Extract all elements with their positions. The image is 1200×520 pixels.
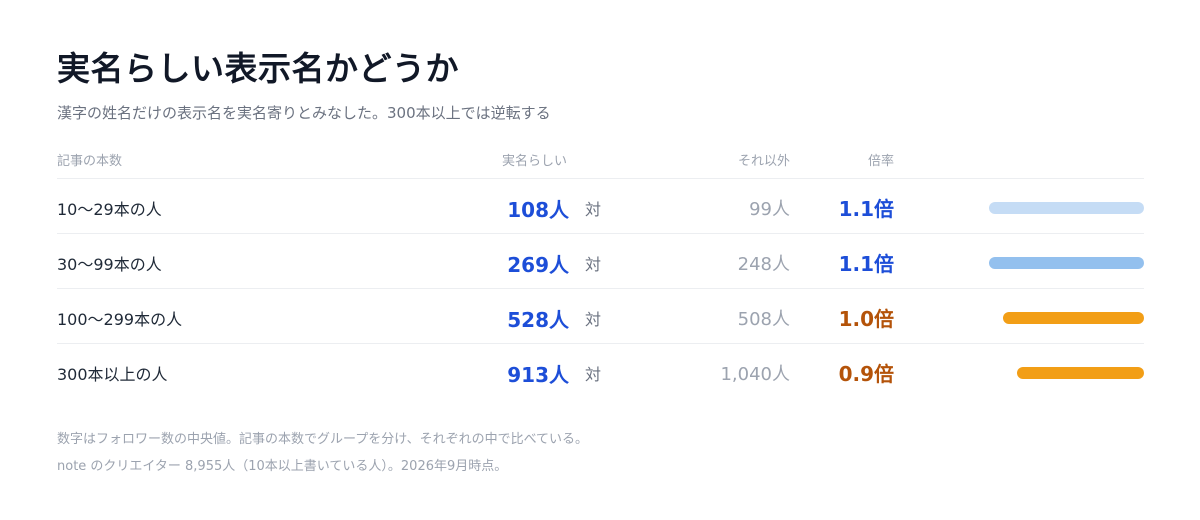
row-divider xyxy=(57,288,1144,289)
table-row: 300本以上の人 913人対 1,040人 0.9倍 xyxy=(0,344,1200,399)
table-row: 30〜99本の人 269人対 248人 1.1倍 xyxy=(0,234,1200,289)
ratio-value: 0.9倍 xyxy=(838,362,894,386)
ratio-bar xyxy=(1003,312,1144,324)
header-other: それ以外 xyxy=(737,154,790,169)
footer-note-1: 数字はフォロワー数の中央値。記事の本数でグループを分け、それぞれの中で比べている… xyxy=(57,432,589,447)
vs-label: 対 xyxy=(585,365,602,384)
row-divider xyxy=(57,343,1144,344)
page-subtitle: 漢字の姓名だけの表示名を実名寄りとみなした。300本以上では逆転する xyxy=(57,104,551,122)
page-title: 実名らしい表示名かどうか xyxy=(57,49,459,88)
footer-note-2: note のクリエイター 8,955人（10本以上書いている人）。2026年9月… xyxy=(57,459,508,474)
ratio-bar xyxy=(988,202,1144,214)
named-count: 913人 xyxy=(507,363,569,387)
ratio-bar xyxy=(1017,367,1144,379)
row-category: 30〜99本の人 xyxy=(57,255,162,274)
row-category: 10〜29本の人 xyxy=(57,200,162,219)
header-category: 記事の本数 xyxy=(57,154,123,169)
row-category: 100〜299本の人 xyxy=(57,310,183,329)
table-row: 10〜29本の人 108人対 99人 1.1倍 xyxy=(0,179,1200,234)
named-count: 528人 xyxy=(507,308,569,332)
row-category: 300本以上の人 xyxy=(57,365,168,384)
vs-label: 対 xyxy=(585,310,602,329)
ratio-value: 1.0倍 xyxy=(838,307,894,331)
vs-label: 対 xyxy=(585,200,602,219)
other-count: 248人 xyxy=(737,254,790,275)
row-divider xyxy=(57,233,1144,234)
other-count: 508人 xyxy=(737,309,790,330)
ratio-value: 1.1倍 xyxy=(838,252,894,276)
table-row: 100〜299本の人 528人対 508人 1.0倍 xyxy=(0,289,1200,344)
ratio-bar xyxy=(988,257,1144,269)
header-ratio: 倍率 xyxy=(867,154,894,169)
ratio-value: 1.1倍 xyxy=(838,197,894,221)
header-named: 実名らしい xyxy=(502,154,568,169)
header-divider xyxy=(57,178,1144,179)
other-count: 99人 xyxy=(749,199,790,220)
vs-label: 対 xyxy=(585,255,602,274)
named-count: 269人 xyxy=(507,253,569,277)
named-count: 108人 xyxy=(507,198,569,222)
other-count: 1,040人 xyxy=(720,364,790,385)
